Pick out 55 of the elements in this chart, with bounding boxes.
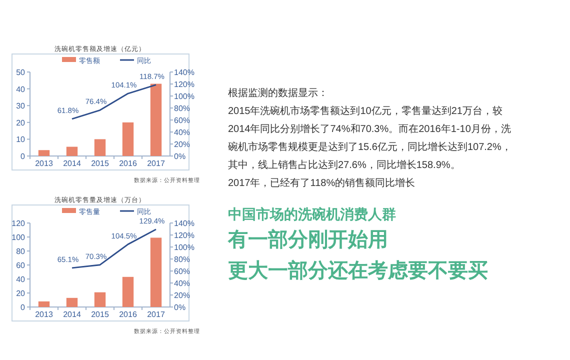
text: 2015年洗碗机市场零售额达到10亿元，零售量达到21万台，较2014年同比分别增长了74%和70.3%。而在2016年1-10月份，洗碗机市场零售规模更是达到了15.6亿元，同比增长达到107.2%，其中，线上销售占比达到27.6%，同比增长158.9%。 <box>228 104 512 173</box>
x-tick-label: 2016 <box>119 310 138 319</box>
bar <box>150 238 162 307</box>
y2-tick-label: 60% <box>174 116 190 125</box>
y-tick-label: 50 <box>16 68 26 77</box>
x-tick-label: 2016 <box>119 159 138 168</box>
y-tick-label: 120 <box>12 219 26 228</box>
y-tick-label: 20 <box>16 289 26 298</box>
x-tick-label: 2017 <box>147 310 166 319</box>
y2-tick-label: 20% <box>174 140 190 149</box>
bar <box>94 139 106 156</box>
text: 更大一部分还在考虑要不要买 <box>228 258 489 284</box>
y2-tick-label: 0% <box>174 303 186 312</box>
text: 2017年，已经有了118%的销售额同比增长 <box>228 176 416 191</box>
bar <box>66 298 78 307</box>
bar <box>66 146 78 156</box>
y2-tick-label: 60% <box>174 267 190 276</box>
y2-tick-label: 140% <box>174 68 194 77</box>
text: 中国市场的洗碗机消费人群 <box>228 205 397 224</box>
y-tick-label: 80 <box>16 247 26 256</box>
y2-tick-label: 120% <box>174 231 194 240</box>
y2-tick-label: 40% <box>174 128 190 137</box>
y-tick-label: 60 <box>16 261 26 270</box>
y2-tick-label: 20% <box>174 291 190 300</box>
bar <box>94 292 106 307</box>
y-tick-label: 0 <box>20 152 26 161</box>
x-tick-label: 2015 <box>91 310 110 319</box>
y2-tick-label: 100% <box>174 92 194 101</box>
bar <box>150 84 162 156</box>
text: 有一部分刚开始用 <box>228 228 389 253</box>
x-tick-label: 2013 <box>35 310 54 319</box>
x-tick-label: 2013 <box>35 159 54 168</box>
y-tick-label: 0 <box>20 303 26 312</box>
y2-tick-label: 80% <box>174 255 190 264</box>
x-tick-label: 2014 <box>63 310 82 319</box>
y-tick-label: 30 <box>16 102 26 111</box>
text: 根据监测的数据显示： <box>228 86 329 101</box>
y2-tick-label: 0% <box>174 152 186 161</box>
x-tick-label: 2014 <box>63 159 82 168</box>
y2-tick-label: 80% <box>174 104 190 113</box>
y-tick-label: 40 <box>16 275 26 284</box>
y2-tick-label: 40% <box>174 279 190 288</box>
y2-tick-label: 100% <box>174 243 194 252</box>
y2-tick-label: 120% <box>174 80 194 89</box>
y-tick-label: 10 <box>16 135 26 144</box>
bar <box>38 301 50 307</box>
x-tick-label: 2015 <box>91 159 110 168</box>
bar <box>38 150 50 156</box>
y-tick-label: 20 <box>16 118 26 128</box>
y-tick-label: 40 <box>16 84 26 94</box>
bar <box>122 122 134 156</box>
x-tick-label: 2017 <box>147 159 166 168</box>
bar <box>122 276 134 307</box>
y2-tick-label: 140% <box>174 219 194 228</box>
y-tick-label: 100 <box>12 233 26 242</box>
